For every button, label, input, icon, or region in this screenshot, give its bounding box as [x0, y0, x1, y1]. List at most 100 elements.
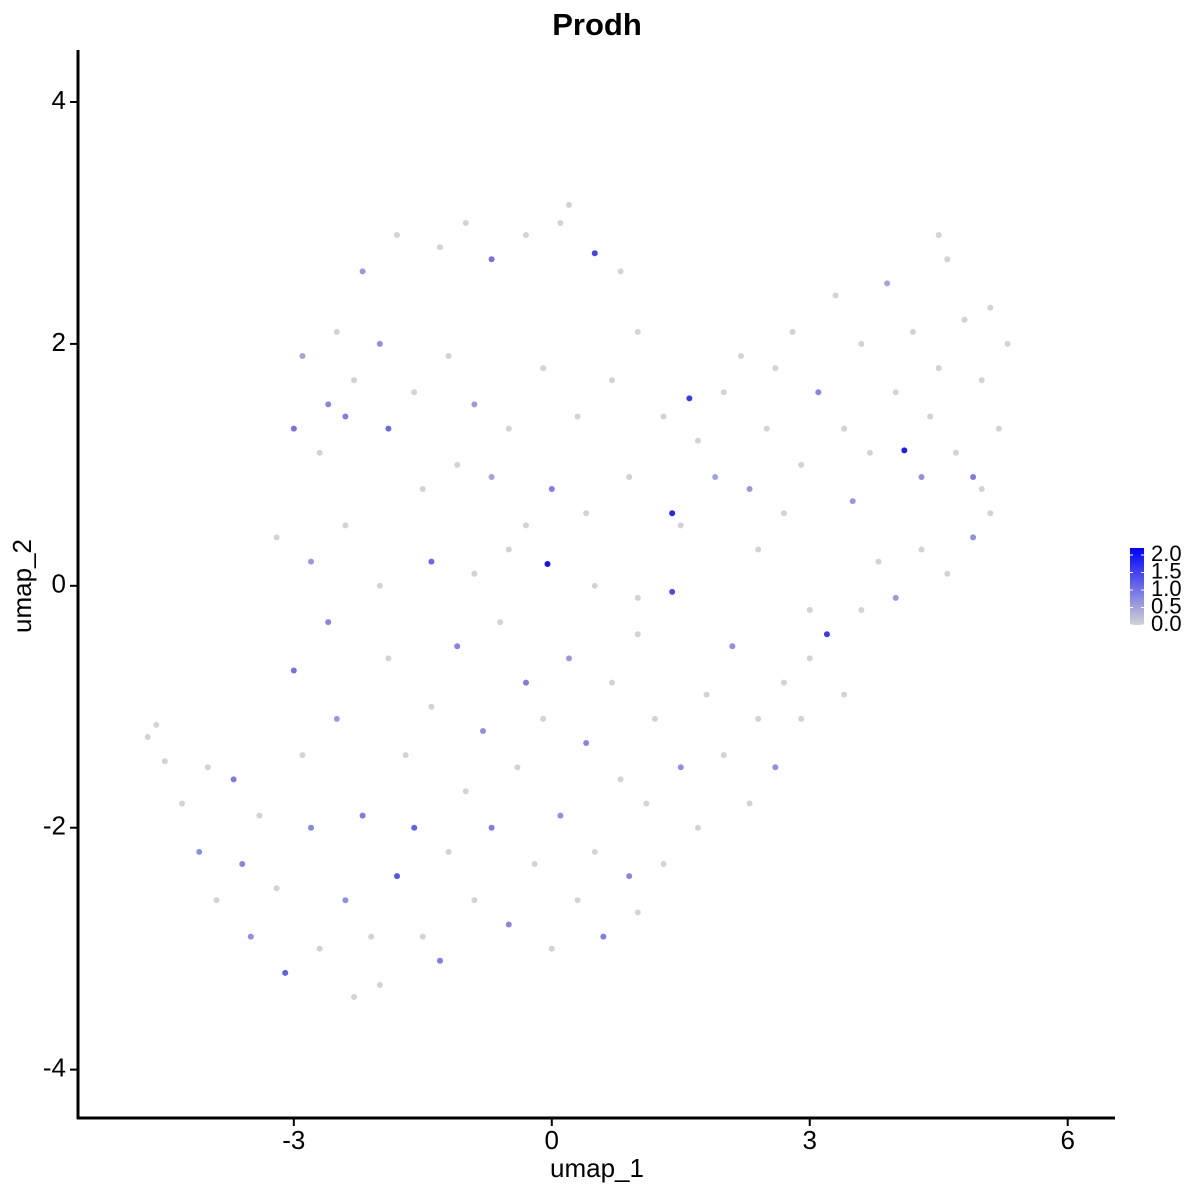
point: [454, 643, 461, 650]
point: [712, 473, 719, 480]
point: [471, 897, 478, 904]
colorbar-label: 0.5: [1151, 593, 1182, 618]
point: [153, 721, 160, 728]
point: [660, 413, 667, 420]
point: [308, 558, 315, 565]
point: [325, 619, 332, 626]
point: [342, 897, 349, 904]
point: [462, 219, 469, 226]
point: [746, 800, 753, 807]
point: [299, 353, 306, 360]
point: [462, 788, 469, 795]
point: [634, 631, 641, 638]
point: [978, 486, 985, 493]
point: [204, 764, 211, 771]
point: [626, 473, 633, 480]
point: [351, 377, 358, 384]
point: [574, 413, 581, 420]
point: [548, 486, 555, 493]
point: [806, 655, 813, 662]
point: [290, 667, 297, 674]
point: [815, 389, 822, 396]
point: [445, 353, 452, 360]
y-tick-label: 0: [52, 569, 66, 599]
point: [935, 365, 942, 372]
point: [798, 715, 805, 722]
y-tick-label: 2: [52, 327, 66, 357]
point: [849, 498, 856, 505]
point: [987, 510, 994, 517]
x-tick-label: 6: [1060, 1125, 1074, 1155]
point: [514, 764, 521, 771]
point: [316, 945, 323, 952]
point: [531, 861, 538, 868]
point: [316, 449, 323, 456]
point: [634, 909, 641, 916]
point: [591, 848, 598, 855]
point: [909, 328, 916, 335]
point: [858, 607, 865, 614]
point: [660, 861, 667, 868]
x-tick-label: 0: [545, 1125, 559, 1155]
point: [720, 752, 727, 759]
point: [789, 328, 796, 335]
point: [402, 752, 409, 759]
point: [497, 619, 504, 626]
point: [548, 945, 555, 952]
point: [772, 365, 779, 372]
point: [626, 873, 633, 880]
point: [944, 570, 951, 577]
point: [841, 691, 848, 698]
point: [557, 812, 564, 819]
point: [256, 812, 263, 819]
point: [841, 425, 848, 432]
y-tick-label: -4: [43, 1052, 66, 1082]
point: [720, 389, 727, 396]
point: [488, 256, 495, 263]
point: [411, 389, 418, 396]
point: [583, 740, 590, 747]
point: [419, 933, 426, 940]
point: [488, 473, 495, 480]
point: [342, 413, 349, 420]
point: [454, 461, 461, 468]
point: [445, 848, 452, 855]
point: [729, 643, 736, 650]
point: [325, 401, 332, 408]
point: [376, 582, 383, 589]
point: [574, 897, 581, 904]
point: [359, 268, 366, 275]
point: [505, 546, 512, 553]
point: [978, 377, 985, 384]
point: [394, 873, 401, 880]
colorbar-label: 1.0: [1151, 576, 1182, 601]
point: [282, 969, 289, 976]
point: [213, 897, 220, 904]
point: [505, 425, 512, 432]
point: [565, 655, 572, 662]
point: [823, 631, 830, 638]
point: [522, 232, 529, 239]
point: [522, 522, 529, 529]
x-tick-label: -3: [282, 1125, 305, 1155]
point: [565, 201, 572, 208]
point: [385, 655, 392, 662]
point: [368, 933, 375, 940]
point: [780, 510, 787, 517]
point: [239, 861, 246, 868]
point: [875, 558, 882, 565]
point: [522, 679, 529, 686]
point: [544, 561, 551, 568]
point: [411, 824, 418, 831]
point: [995, 425, 1002, 432]
point: [918, 473, 925, 480]
point: [540, 715, 547, 722]
point: [583, 510, 590, 517]
point: [643, 800, 650, 807]
point: [634, 594, 641, 601]
colorbar-label: 1.5: [1151, 558, 1182, 583]
point: [866, 449, 873, 456]
point: [892, 594, 899, 601]
point: [677, 764, 684, 771]
point: [394, 232, 401, 239]
